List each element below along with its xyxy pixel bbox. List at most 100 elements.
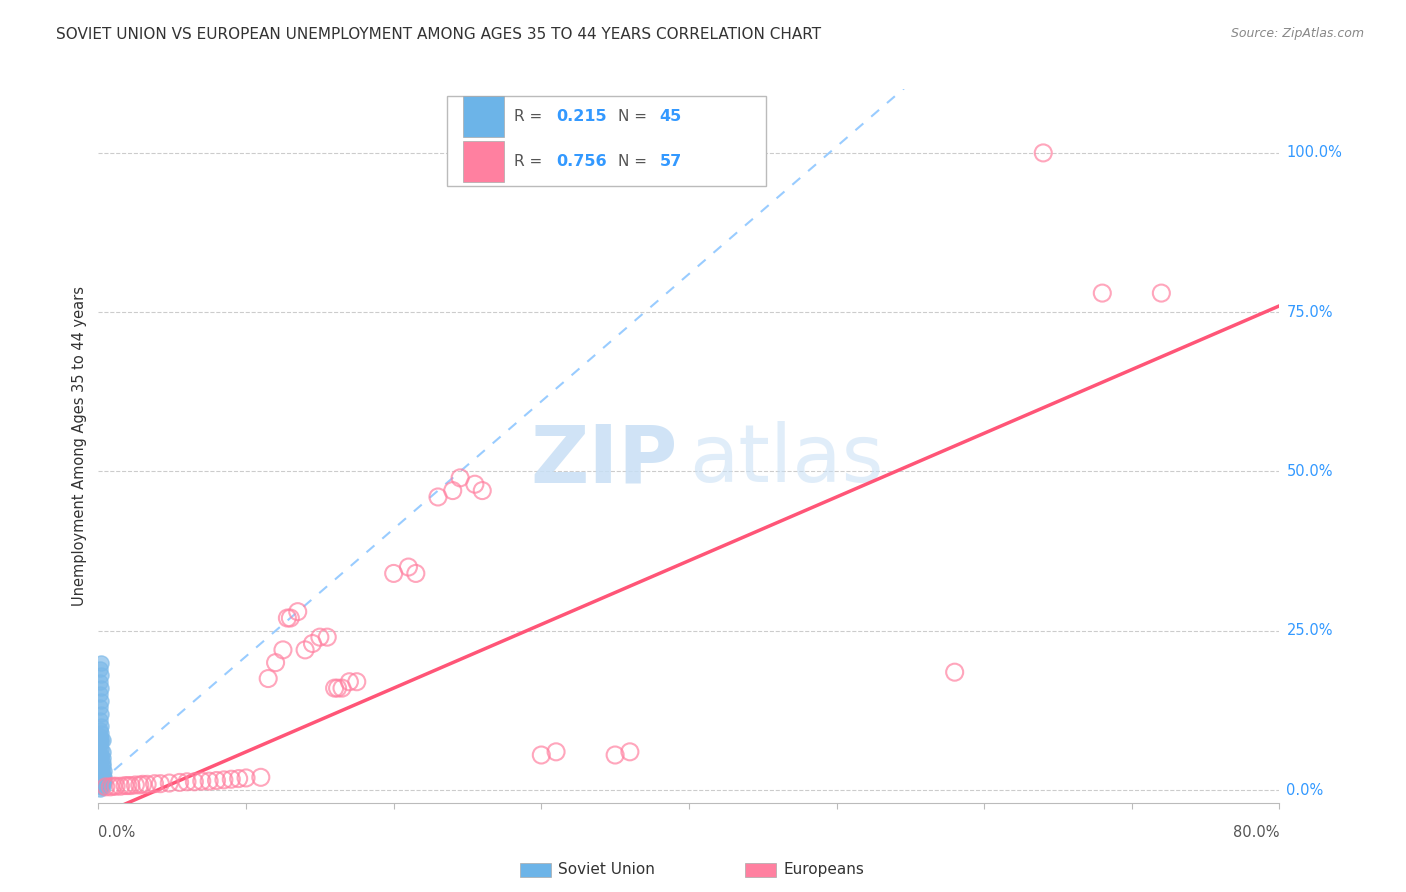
- Text: 0.0%: 0.0%: [1286, 782, 1323, 797]
- Point: [205, 773, 228, 788]
- Point: [117, 779, 139, 793]
- Point: [198, 774, 221, 789]
- Point: [235, 771, 257, 785]
- Point: [91, 751, 114, 765]
- Point: [124, 778, 146, 792]
- Point: [90, 732, 112, 747]
- Point: [1032, 145, 1054, 160]
- Point: [89, 781, 111, 796]
- Text: 0.215: 0.215: [557, 109, 607, 124]
- Point: [136, 777, 159, 791]
- Point: [191, 774, 214, 789]
- Point: [427, 490, 450, 504]
- Point: [309, 630, 332, 644]
- Text: ZIP: ZIP: [530, 421, 678, 500]
- Point: [143, 777, 166, 791]
- Point: [132, 777, 155, 791]
- Point: [90, 719, 112, 733]
- Point: [90, 725, 112, 739]
- Point: [276, 611, 298, 625]
- Text: 25.0%: 25.0%: [1286, 624, 1333, 639]
- Point: [91, 756, 114, 771]
- Text: SOVIET UNION VS EUROPEAN UNEMPLOYMENT AMONG AGES 35 TO 44 YEARS CORRELATION CHAR: SOVIET UNION VS EUROPEAN UNEMPLOYMENT AM…: [56, 27, 821, 42]
- Point: [346, 674, 368, 689]
- Point: [93, 770, 115, 784]
- Point: [90, 681, 112, 695]
- Point: [98, 780, 121, 794]
- Point: [90, 773, 112, 788]
- Point: [110, 779, 132, 793]
- Point: [169, 775, 191, 789]
- Point: [323, 681, 346, 695]
- Text: 75.0%: 75.0%: [1286, 305, 1333, 319]
- Text: 50.0%: 50.0%: [1286, 464, 1333, 479]
- Point: [91, 733, 114, 747]
- Point: [212, 772, 235, 787]
- Text: 57: 57: [659, 154, 682, 169]
- Point: [90, 770, 112, 784]
- Point: [90, 706, 112, 721]
- Point: [90, 780, 112, 794]
- Point: [91, 759, 114, 773]
- Point: [93, 764, 115, 778]
- Point: [91, 780, 114, 794]
- Point: [90, 656, 112, 670]
- Point: [619, 745, 641, 759]
- Point: [91, 770, 114, 784]
- Point: [544, 745, 567, 759]
- Point: [1091, 286, 1114, 301]
- Point: [89, 688, 111, 702]
- Point: [943, 665, 966, 680]
- Text: 0.756: 0.756: [557, 154, 607, 169]
- Point: [90, 694, 112, 708]
- Point: [91, 767, 114, 781]
- Point: [316, 630, 339, 644]
- Point: [91, 773, 114, 788]
- Y-axis label: Unemployment Among Ages 35 to 44 years: Unemployment Among Ages 35 to 44 years: [72, 286, 87, 606]
- Point: [91, 775, 114, 789]
- Point: [287, 605, 309, 619]
- Point: [91, 777, 114, 791]
- Point: [176, 774, 198, 789]
- Point: [94, 780, 117, 794]
- Point: [103, 779, 125, 793]
- Point: [89, 713, 111, 727]
- Point: [90, 751, 112, 765]
- Text: N =: N =: [619, 154, 652, 169]
- Point: [183, 774, 205, 789]
- Point: [257, 672, 280, 686]
- Point: [89, 739, 111, 753]
- Point: [90, 757, 112, 772]
- Point: [90, 741, 112, 756]
- Text: R =: R =: [515, 154, 547, 169]
- Text: Europeans: Europeans: [783, 863, 865, 877]
- Point: [89, 700, 111, 714]
- Point: [120, 779, 142, 793]
- Text: 80.0%: 80.0%: [1233, 825, 1279, 840]
- Point: [219, 772, 242, 787]
- Point: [337, 674, 360, 689]
- Point: [90, 767, 112, 781]
- Point: [294, 643, 316, 657]
- Point: [90, 778, 112, 792]
- FancyBboxPatch shape: [464, 141, 503, 182]
- Point: [441, 483, 464, 498]
- Point: [89, 777, 111, 791]
- Text: atlas: atlas: [689, 421, 883, 500]
- Point: [149, 777, 172, 791]
- Point: [93, 773, 115, 788]
- Point: [89, 723, 111, 737]
- Point: [530, 747, 553, 762]
- Point: [128, 778, 150, 792]
- Point: [396, 560, 419, 574]
- Point: [90, 747, 112, 762]
- Point: [90, 777, 112, 791]
- Text: 45: 45: [659, 109, 682, 124]
- Point: [264, 656, 287, 670]
- Text: Soviet Union: Soviet Union: [558, 863, 655, 877]
- Text: 100.0%: 100.0%: [1286, 145, 1343, 161]
- Point: [301, 636, 323, 650]
- Point: [1150, 286, 1173, 301]
- Point: [91, 745, 114, 759]
- Point: [89, 755, 111, 769]
